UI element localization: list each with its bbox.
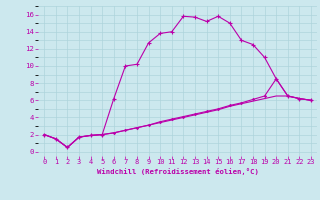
X-axis label: Windchill (Refroidissement éolien,°C): Windchill (Refroidissement éolien,°C) [97,168,259,175]
